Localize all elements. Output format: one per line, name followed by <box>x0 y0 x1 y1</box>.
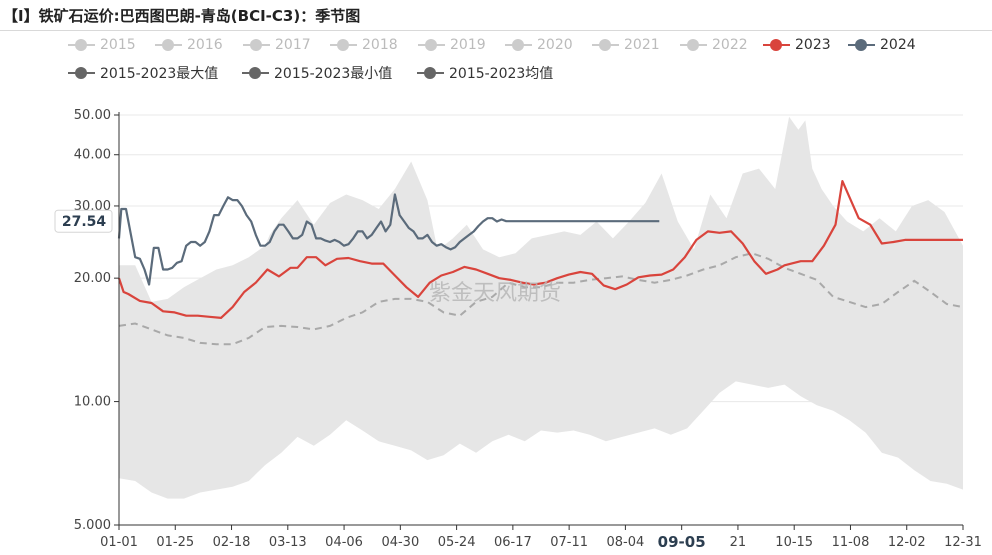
x-tick-label: 05-24 <box>438 535 476 550</box>
legend-marker-icon <box>242 65 269 81</box>
title-divider <box>0 30 992 31</box>
series-line-2024 <box>117 193 660 286</box>
legend-marker-icon <box>330 37 357 53</box>
legend-label: 2017 <box>275 37 311 53</box>
legend-item-2017[interactable]: 2017 <box>243 37 311 53</box>
x-tick-label: 04-06 <box>325 535 363 550</box>
legend-marker-icon <box>155 37 182 53</box>
legend-item-stat-0[interactable]: 2015-2023最大值 <box>68 65 219 82</box>
legend-label: 2015 <box>100 37 136 53</box>
legend-label: 2024 <box>880 37 916 53</box>
legend-marker-icon <box>68 65 95 81</box>
x-tick-label: 21 <box>730 535 747 550</box>
legend-label: 2021 <box>624 37 660 53</box>
legend-item-stat-1[interactable]: 2015-2023最小值 <box>242 65 393 82</box>
x-tick-label: 01-01 <box>100 535 138 550</box>
axis-pointer-box <box>54 209 113 233</box>
x-tick-label: 06-17 <box>494 535 532 550</box>
x-tick-label: 03-13 <box>269 535 307 550</box>
legend-item-2021[interactable]: 2021 <box>592 37 660 53</box>
legend-marker-icon <box>848 37 875 53</box>
legend-item-2019[interactable]: 2019 <box>418 37 486 53</box>
legend-marker-icon <box>763 37 790 53</box>
x-tick-label: 08-04 <box>607 535 645 550</box>
legend-item-2023[interactable]: 2023 <box>763 37 831 53</box>
legend-label: 2020 <box>537 37 573 53</box>
x-tick-label: 09-05 <box>658 533 706 551</box>
series-line-2023 <box>117 180 963 319</box>
legend-item-2020[interactable]: 2020 <box>505 37 573 53</box>
legend-item-stat-2[interactable]: 2015-2023均值 <box>417 65 554 82</box>
legend-label: 2016 <box>187 37 223 53</box>
legend-label: 2015-2023最大值 <box>100 66 219 82</box>
legend-label: 2015-2023均值 <box>449 66 554 82</box>
legend-marker-icon <box>505 37 532 53</box>
y-tick-label: 10.00 <box>74 395 111 410</box>
legend-marker-icon <box>417 65 444 81</box>
axis-pointer-value: 27.54 <box>62 214 107 230</box>
x-tick-label: 11-08 <box>832 535 870 550</box>
x-tick-label: 10-15 <box>775 535 813 550</box>
legend-marker-icon <box>592 37 619 53</box>
x-tick-label: 12-31 <box>944 535 982 550</box>
x-tick-label: 01-25 <box>156 535 194 550</box>
legend-item-2016[interactable]: 2016 <box>155 37 223 53</box>
legend-label: 2018 <box>362 37 398 53</box>
y-tick-label: 5.000 <box>74 518 111 533</box>
legend-marker-icon <box>680 37 707 53</box>
y-tick-label: 40.00 <box>74 148 111 163</box>
series-line-mean <box>118 252 964 346</box>
y-tick-label: 50.00 <box>74 108 111 123</box>
x-tick-label: 02-18 <box>213 535 251 550</box>
legend-label: 2023 <box>795 37 831 53</box>
legend-marker-icon <box>418 37 445 53</box>
chart-title: 【I】铁矿石运价:巴西图巴朗-青岛(BCI-C3)：季节图 <box>3 7 361 25</box>
legend-item-2022[interactable]: 2022 <box>680 37 748 53</box>
x-tick-label: 07-11 <box>550 535 588 550</box>
legend-marker-icon <box>68 37 95 53</box>
legend-label: 2022 <box>712 37 748 53</box>
legend-label: 2015-2023最小值 <box>274 66 393 82</box>
y-tick-label: 20.00 <box>74 271 111 286</box>
legend-label: 2019 <box>450 37 486 53</box>
legend-item-2018[interactable]: 2018 <box>330 37 398 53</box>
x-tick-label: 04-30 <box>381 535 419 550</box>
max-min-band <box>119 116 963 499</box>
x-tick-label: 12-02 <box>888 535 926 550</box>
legend-marker-icon <box>243 37 270 53</box>
legend-item-2024[interactable]: 2024 <box>848 37 916 53</box>
watermark: 紫金天风期货 <box>429 281 561 306</box>
legend-item-2015[interactable]: 2015 <box>68 37 136 53</box>
